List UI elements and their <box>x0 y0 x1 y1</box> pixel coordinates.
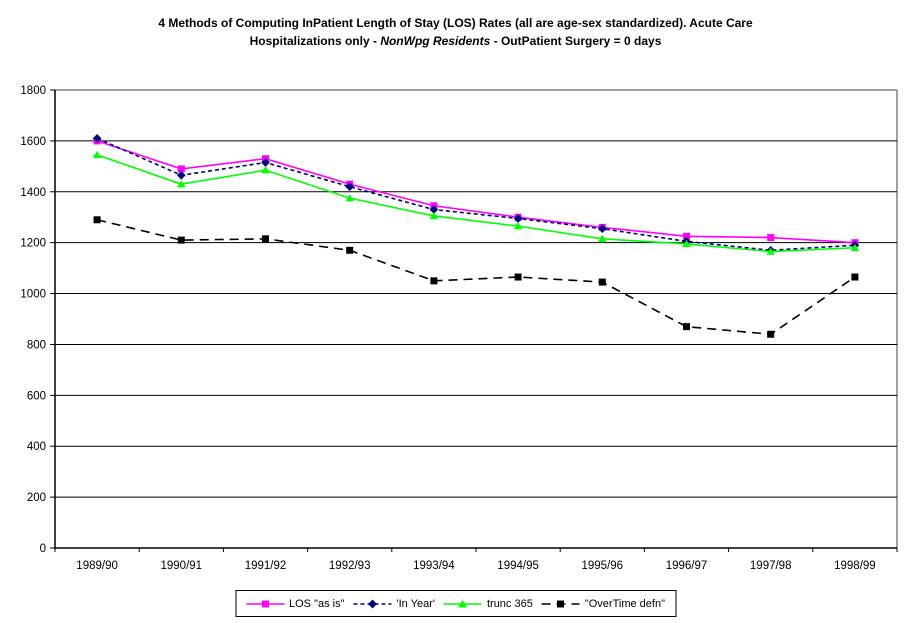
chart-title-line2-italic: NonWpg Residents <box>380 34 491 48</box>
series-trunc-365-point-3-marker <box>345 194 355 202</box>
series-overtime-defn-point-2-marker <box>262 235 269 243</box>
series-overtime-defn-point-4-marker <box>430 277 438 285</box>
x-axis-label-1992-93: 1992/93 <box>329 560 371 572</box>
series-trunc-365-point-8-marker <box>766 247 776 255</box>
x-axis-label-1994-95: 1994/95 <box>497 560 539 572</box>
series-trunc-365-point-1-marker <box>176 180 186 188</box>
y-axis-label-1200: 1200 <box>20 238 46 250</box>
series-overtime-defn-point-7-marker <box>683 323 690 331</box>
y-axis-label-200: 200 <box>27 492 46 504</box>
series-in-year-line <box>96 137 855 252</box>
series-in-year-point-0-marker <box>92 134 102 143</box>
series-overtime-defn-point-6-marker <box>598 278 606 286</box>
series-los-as-is-point-1-marker <box>177 165 185 173</box>
y-axis-label-1800: 1800 <box>20 85 46 97</box>
x-axis-label-1990-91: 1990/91 <box>161 560 203 572</box>
x-axis-label-1991-92: 1991/92 <box>245 560 287 572</box>
legend-label-los-as-is: LOS "as is" <box>289 597 345 610</box>
series-trunc-365-line <box>96 154 855 253</box>
series-in-year-point-5-marker <box>513 214 523 223</box>
series-overtime-defn-point-3-marker <box>346 246 354 254</box>
series-overtime-defn-point-5-marker <box>514 273 522 281</box>
series-los-as-is-line <box>96 140 855 244</box>
y-axis-label-1000: 1000 <box>20 289 46 301</box>
x-axis-label-1997-98: 1997/98 <box>750 560 792 572</box>
x-axis-label-1993-94: 1993/94 <box>413 560 455 572</box>
legend-label-in-year: 'In Year' <box>396 597 435 610</box>
y-axis-label-400: 400 <box>27 441 46 453</box>
series-overtime-defn-point-9-marker <box>851 273 859 281</box>
chart-title-line1: 4 Methods of Computing InPatient Length … <box>158 16 753 30</box>
legend-key-overtime-defn-icon <box>541 600 580 607</box>
series-trunc-365-point-9-marker <box>850 243 860 251</box>
series-trunc-365-point-0-marker <box>92 150 102 159</box>
series-overtime-defn-point-1-marker <box>177 236 185 244</box>
chart-title-line2-prefix: Hospitalizations only - <box>249 34 381 48</box>
chart-title: 4 Methods of Computing InPatient Length … <box>0 14 911 50</box>
legend-item-in-year: 'In Year' <box>353 597 435 610</box>
x-axis-label-1998-99: 1998/99 <box>834 560 876 572</box>
series-trunc-365-point-2-marker <box>261 166 270 174</box>
legend-key-in-year-icon <box>353 599 392 608</box>
y-axis-label-800: 800 <box>27 339 46 351</box>
legend-key-trunc-365-icon <box>443 599 482 607</box>
series-in-year-point-4-marker <box>429 205 439 214</box>
y-axis-label-1600: 1600 <box>20 136 46 148</box>
series-overtime-defn-line <box>96 218 856 336</box>
y-axis-label-1400: 1400 <box>20 187 46 199</box>
series-in-year-point-6-marker <box>597 224 607 234</box>
series-overtime-defn-point-0-marker <box>93 216 101 224</box>
legend-item-trunc-365: trunc 365 <box>443 597 533 610</box>
chart-legend: LOS "as is" 'In Year' trunc 365 "OverTime d… <box>235 590 676 617</box>
series-trunc-365-point-5-marker <box>513 222 523 230</box>
series-overtime-defn-point-8-marker <box>767 330 775 338</box>
series-los-as-is-point-7-marker <box>683 232 690 240</box>
legend-item-los-as-is: LOS "as is" <box>246 598 345 610</box>
legend-item-overtime-defn: "OverTime defn" <box>541 597 665 610</box>
series-in-year-point-1-marker <box>176 170 186 180</box>
series-trunc-365-point-4-marker <box>429 211 439 220</box>
legend-label-overtime-defn: "OverTime defn" <box>584 597 665 610</box>
x-axis-label-1996-97: 1996/97 <box>666 560 708 572</box>
chart-title-line2: Hospitalizations only - NonWpg Residents… <box>0 32 911 50</box>
chart-title-line2-suffix: - OutPatient Surgery = 0 days <box>490 34 662 48</box>
series-trunc-365-point-6-marker <box>597 234 607 243</box>
series-in-year-point-2-marker <box>261 158 270 167</box>
series-los-as-is-point-8-marker <box>767 234 775 242</box>
y-axis-label-0: 0 <box>40 543 46 555</box>
series-in-year-point-3-marker <box>345 182 355 192</box>
y-axis-label-600: 600 <box>27 390 46 402</box>
legend-label-trunc-365: trunc 365 <box>486 597 533 610</box>
x-axis-label-1989-90: 1989/90 <box>76 560 118 572</box>
x-axis-label-1995-96: 1995/96 <box>582 560 624 572</box>
series-trunc-365-point-7-marker <box>682 239 691 248</box>
legend-key-los-as-is-icon <box>246 600 284 607</box>
